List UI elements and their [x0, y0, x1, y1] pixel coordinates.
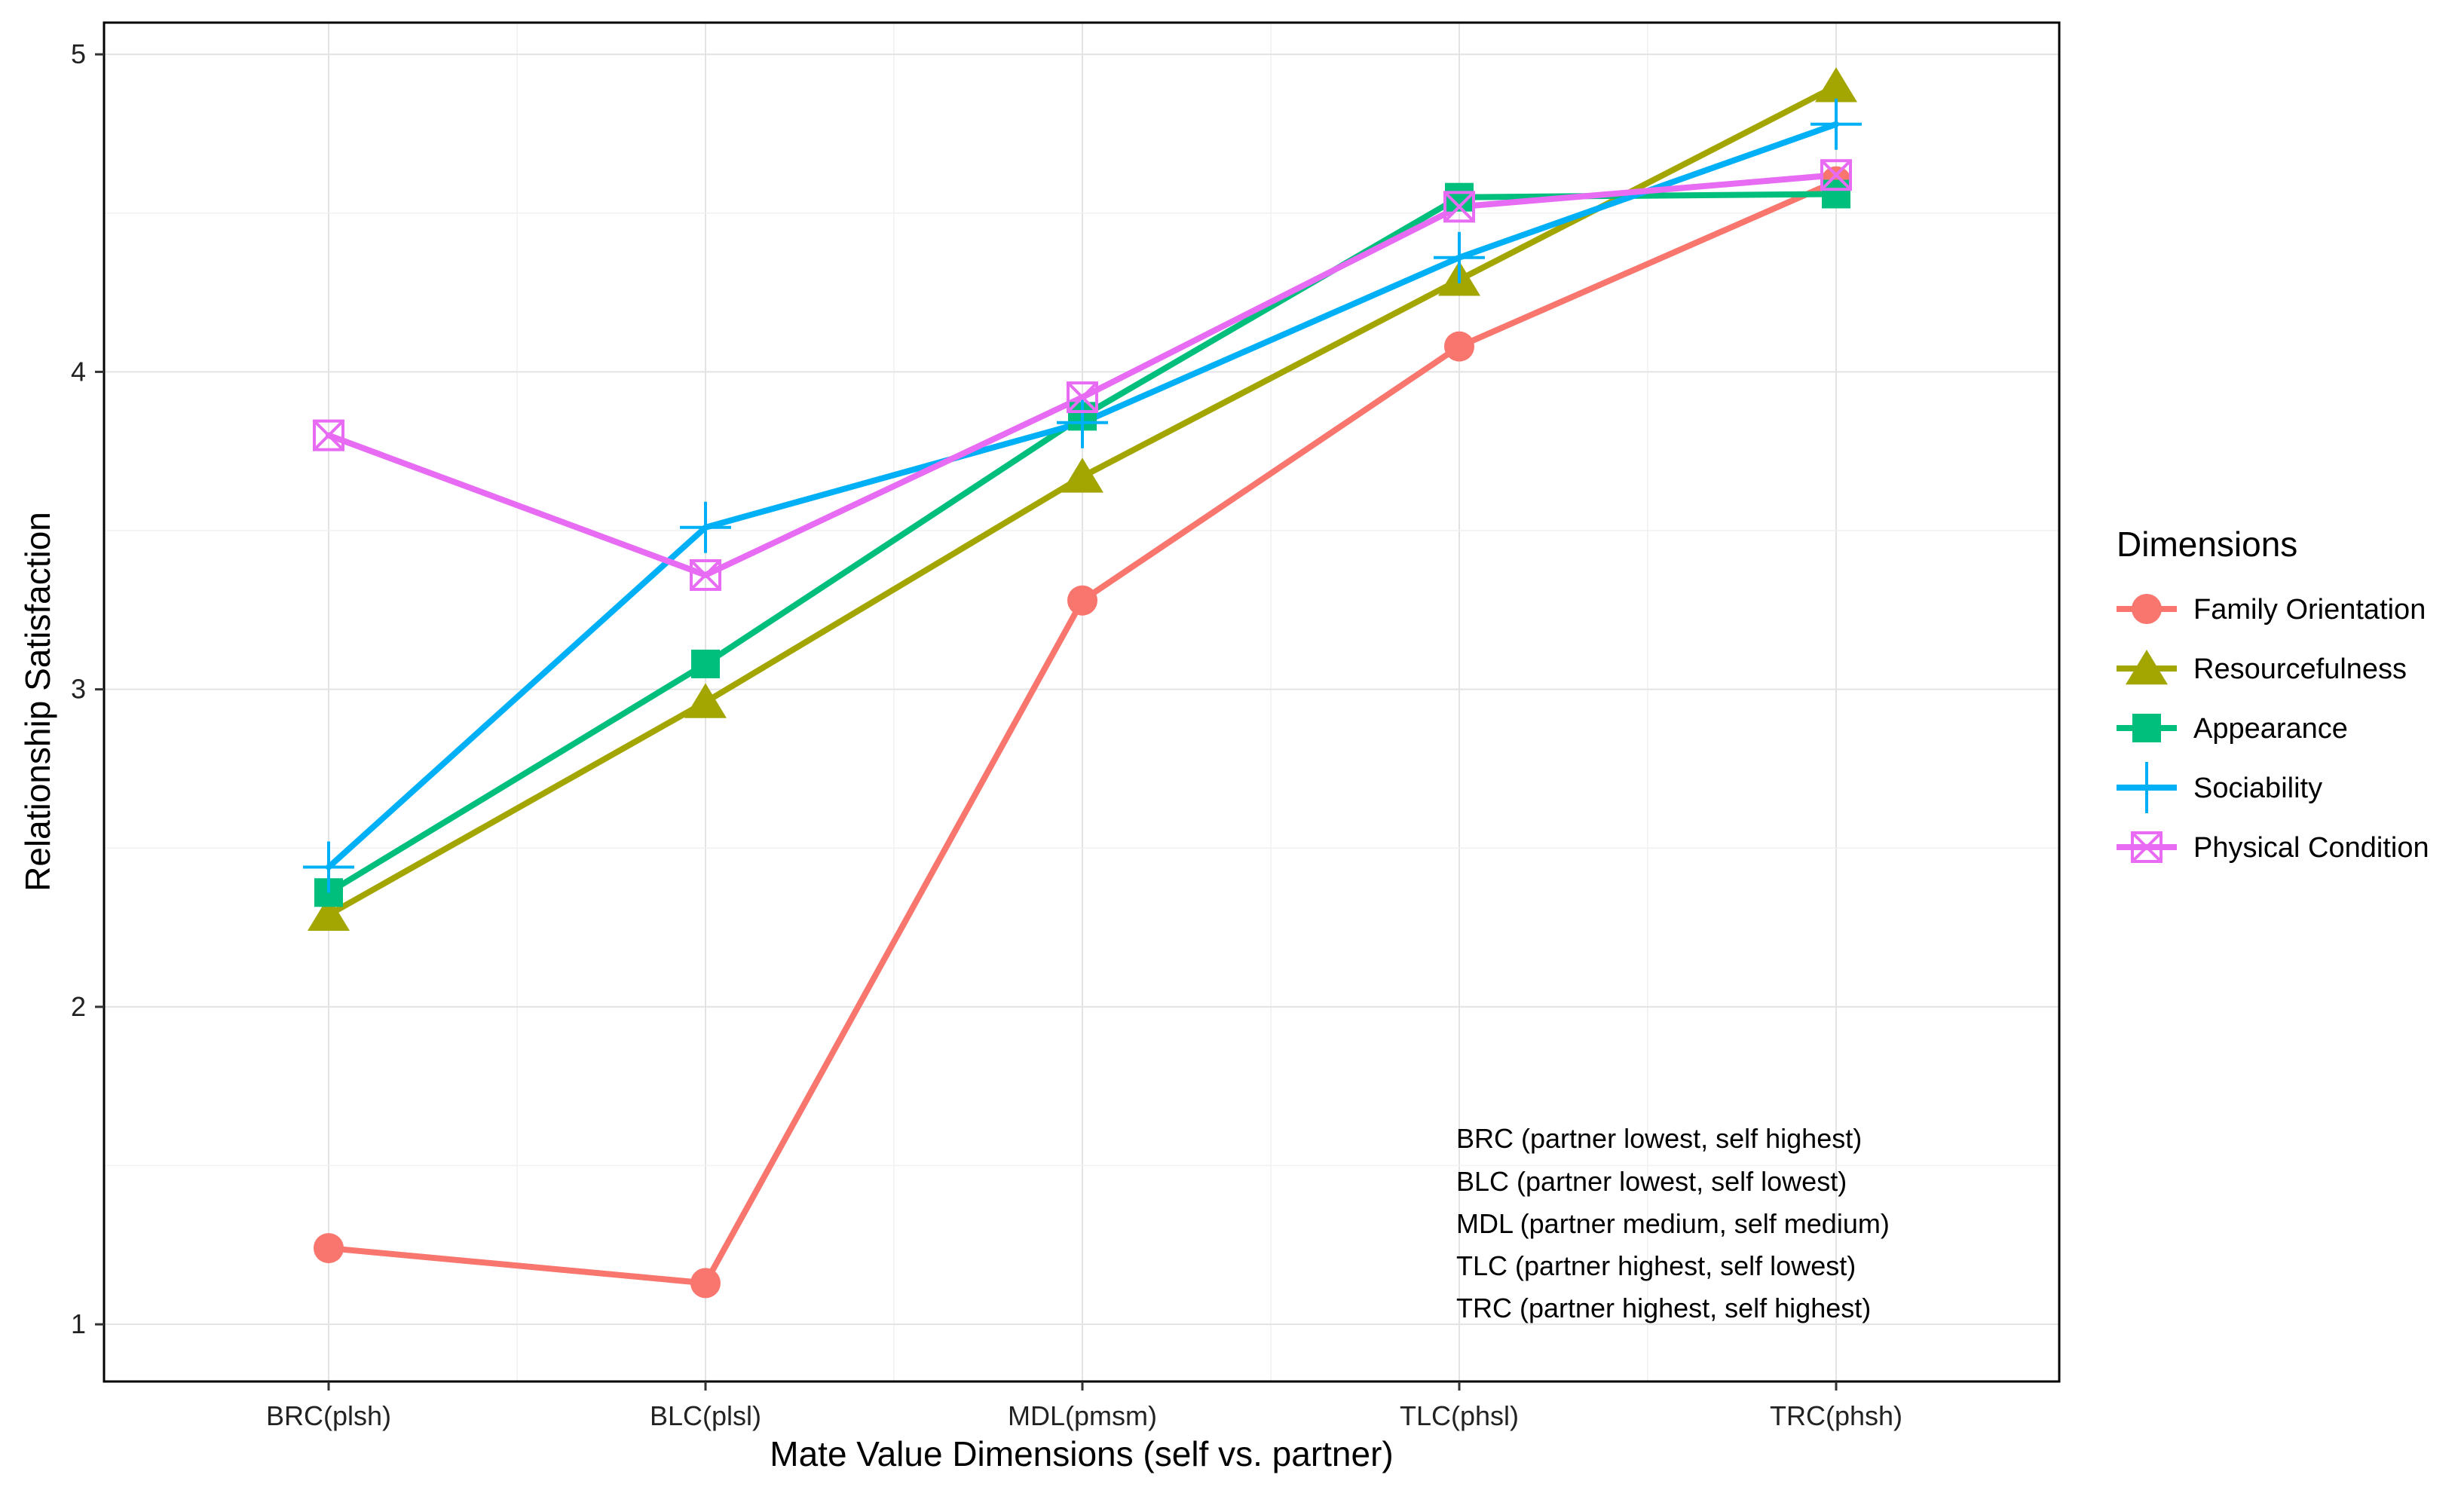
annotation-block: BRC (partner lowest, self highest) BLC (… — [1456, 1123, 1890, 1323]
annotation-line-mdl: MDL (partner medium, self medium) — [1456, 1208, 1890, 1239]
point-marker-plus — [1057, 396, 1108, 448]
point-marker-triangle — [1061, 457, 1103, 493]
y-tick-label: 3 — [71, 674, 86, 705]
annotation-line-trc: TRC (partner highest, self highest) — [1456, 1293, 1871, 1323]
annotation-line-brc: BRC (partner lowest, self highest) — [1456, 1123, 1862, 1154]
point-marker-triangle — [1815, 67, 1857, 102]
point-marker-square-x — [690, 558, 721, 591]
point-marker-circle — [314, 1233, 344, 1264]
x-tick-label: BLC(plsl) — [650, 1400, 761, 1431]
grid — [104, 23, 2059, 1381]
point-marker-circle — [690, 1268, 721, 1299]
y-axis-title: Relationship Satisfaction — [18, 512, 57, 892]
point-marker-square — [691, 649, 720, 678]
annotation-line-blc: BLC (partner lowest, self lowest) — [1456, 1166, 1847, 1197]
y-tick-label: 1 — [71, 1308, 86, 1339]
x-tick-label: TRC(phsh) — [1770, 1400, 1902, 1431]
legend-label: Family Orientation — [2193, 594, 2426, 626]
legend-item: Physical Condition — [2117, 831, 2429, 864]
x-tick-label: BRC(plsh) — [266, 1400, 391, 1431]
y-axis: 1 2 3 4 5 — [71, 38, 104, 1339]
x-axis-title: Mate Value Dimensions (self vs. partner) — [770, 1434, 1393, 1473]
legend-item: Resourcefulness — [2117, 650, 2407, 685]
legend-items: Family Orientation Resourcefulness Appeara… — [2117, 594, 2429, 864]
legend-item: Sociability — [2117, 762, 2322, 813]
point-marker-circle — [1067, 585, 1097, 616]
y-tick-label: 5 — [71, 38, 86, 69]
legend-label: Sociability — [2193, 773, 2322, 804]
point-marker-circle — [2132, 594, 2162, 624]
y-tick-label: 2 — [71, 991, 86, 1022]
point-marker-plus — [680, 501, 731, 553]
point-marker-square-x — [1443, 191, 1475, 223]
legend-label: Resourcefulness — [2193, 653, 2407, 685]
legend-label: Appearance — [2193, 713, 2348, 745]
point-marker-plus — [1811, 98, 1862, 150]
point-marker-circle — [1444, 331, 1474, 362]
x-axis: BRC(plsh) BLC(plsl) MDL(pmsm) TLC(phsl) TRC(… — [266, 1381, 1902, 1431]
legend: Dimensions Family Orientation Resourceful… — [2117, 525, 2429, 864]
point-marker-triangle — [308, 895, 350, 931]
point-marker-square-x — [313, 419, 344, 451]
point-marker-square-x — [1820, 159, 1852, 191]
point-marker-plus — [1434, 231, 1485, 283]
legend-label: Physical Condition — [2193, 832, 2429, 864]
legend-item: Appearance — [2117, 713, 2348, 745]
y-tick-label: 4 — [71, 356, 86, 387]
point-marker-plus — [303, 841, 354, 893]
point-marker-plus — [2121, 762, 2172, 813]
legend-item: Family Orientation — [2117, 594, 2426, 626]
point-marker-square — [2132, 714, 2161, 742]
legend-title: Dimensions — [2117, 525, 2297, 564]
annotation-line-tlc: TLC (partner highest, self lowest) — [1456, 1250, 1856, 1281]
point-marker-square-x — [2131, 831, 2163, 863]
point-marker-triangle — [684, 683, 727, 718]
x-tick-label: TLC(phsl) — [1400, 1400, 1519, 1431]
series-markers — [303, 67, 1862, 1299]
point-marker-triangle — [2126, 650, 2168, 685]
x-tick-label: MDL(pmsm) — [1008, 1400, 1157, 1431]
point-marker-square-x — [1067, 381, 1098, 414]
